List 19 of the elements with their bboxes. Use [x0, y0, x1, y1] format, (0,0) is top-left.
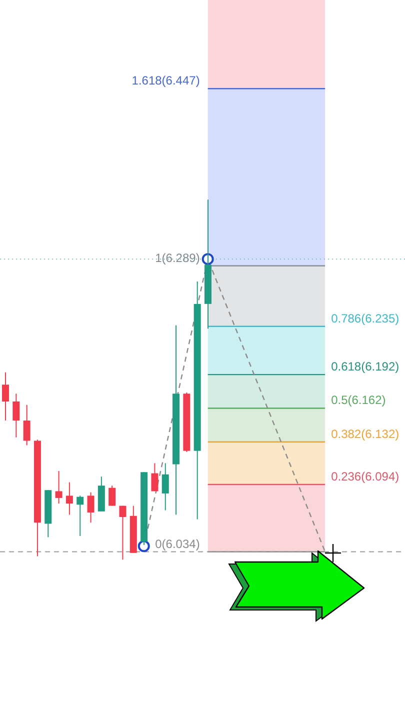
candlestick	[87, 492, 94, 524]
candlestick	[119, 505, 126, 560]
candlestick	[76, 495, 84, 537]
candlestick	[2, 372, 9, 422]
ref-line-label: 1.618(6.447)	[132, 74, 200, 88]
ref-line-label: 1(6.289)	[155, 250, 200, 265]
candlestick	[108, 485, 116, 506]
candlestick	[55, 470, 62, 504]
ref-line-label: 0.786(6.235)	[331, 311, 400, 326]
candlestick	[151, 462, 158, 492]
ref-line-label: 0.382(6.132)	[331, 426, 400, 441]
candlestick	[162, 462, 169, 511]
ref-line-label: 0.236(6.094)	[331, 469, 400, 484]
ref-line-label: 0(6.034)	[155, 536, 200, 551]
candlestick	[66, 482, 73, 516]
candlestick	[12, 393, 20, 438]
candlestick	[23, 404, 30, 446]
ref-line-label: 0.5(6.162)	[331, 393, 386, 408]
ref-line-label: 0.618(6.192)	[331, 360, 400, 374]
